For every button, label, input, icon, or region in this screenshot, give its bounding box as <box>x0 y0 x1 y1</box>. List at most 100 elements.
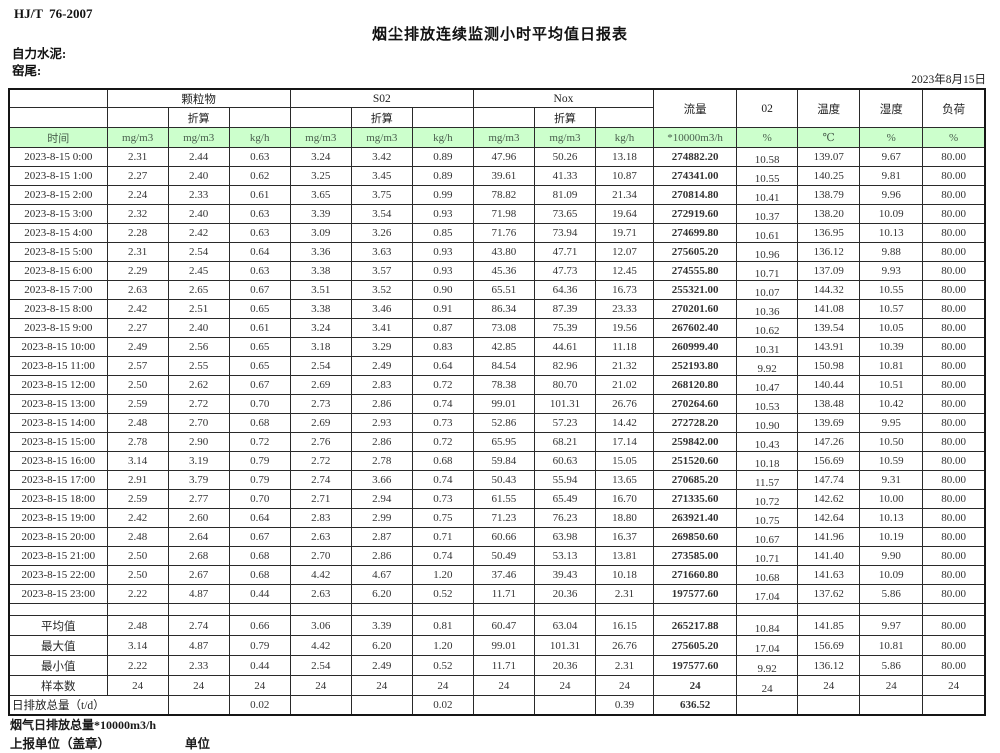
table-row: 2023-8-15 17:00 2.91 3.79 0.79 2.74 3.66 0.74 5… <box>8 470 986 490</box>
cell: 2.48 <box>106 527 169 547</box>
cell: 3.09 <box>289 223 352 243</box>
cell: 73.94 <box>533 223 596 243</box>
cell: 2.70 <box>289 546 352 566</box>
cell: 10.57 <box>859 299 924 319</box>
cell: 2.32 <box>106 204 169 224</box>
cell: 73.08 <box>472 318 535 338</box>
cell <box>922 695 986 716</box>
cell: 143.91 <box>797 337 861 357</box>
cell: 0.68 <box>228 546 291 566</box>
cell: 10.81 <box>859 635 924 656</box>
header-load: 负荷 <box>922 88 986 128</box>
cell: 2.54 <box>289 655 352 676</box>
cell: 2.73 <box>289 394 352 414</box>
cell: 10.96 <box>736 242 799 262</box>
cell: 0.02 <box>411 695 474 716</box>
cell: 80.00 <box>922 489 986 509</box>
cell: 2.40 <box>167 166 230 186</box>
unit-cell: mg/m3 <box>106 127 169 148</box>
cell: 2.63 <box>106 280 169 300</box>
cell: 4.87 <box>167 635 230 656</box>
cell: 24 <box>472 675 535 696</box>
table-body: 颗粒物 S02 Nox 流量 02 温度 湿度 负荷 折算 折算 折算 <box>8 88 986 716</box>
cell: 10.51 <box>859 375 924 395</box>
time-cell: 2023-8-15 7:00 <box>8 280 108 300</box>
cell: 0.99 <box>411 185 474 205</box>
cell: 0.67 <box>228 527 291 547</box>
cell: 2.76 <box>289 432 352 452</box>
cell: 2.44 <box>167 147 230 167</box>
cell: 21.34 <box>594 185 655 205</box>
cell: 10.41 <box>736 185 799 205</box>
cell: 9.81 <box>859 166 924 186</box>
cell: 80.00 <box>922 337 986 357</box>
time-cell: 2023-8-15 1:00 <box>8 166 108 186</box>
cell: 4.42 <box>289 635 352 656</box>
cell: 274882.20 <box>653 147 738 167</box>
blank-cell <box>8 107 108 128</box>
cell: 9.31 <box>859 470 924 490</box>
cell: 3.25 <box>289 166 352 186</box>
cell: 2.63 <box>289 584 352 604</box>
cell: 47.71 <box>533 242 596 262</box>
cell: 263921.40 <box>653 508 738 528</box>
table-row: 2023-8-15 21:00 2.50 2.68 0.68 2.70 2.86 0.74 5… <box>8 546 986 566</box>
table-row: 2023-8-15 23:00 2.22 4.87 0.44 2.63 6.20 0.52 1… <box>8 584 986 604</box>
cell: 80.00 <box>922 223 986 243</box>
time-cell: 2023-8-15 9:00 <box>8 318 108 338</box>
cell: 2.27 <box>106 318 169 338</box>
cell: 2.22 <box>106 655 169 676</box>
blank-cell <box>350 603 413 616</box>
cell: 81.09 <box>533 185 596 205</box>
cell: 10.62 <box>736 318 799 338</box>
cell: 6.20 <box>350 584 413 604</box>
cell: 64.36 <box>533 280 596 300</box>
cell: 37.46 <box>472 565 535 585</box>
cell: 2.72 <box>289 451 352 471</box>
standard-code: HJ/T 76-2007 <box>14 6 93 21</box>
converted-label: 折算 <box>167 107 230 128</box>
blank-cell <box>228 107 291 128</box>
cell: 3.24 <box>289 147 352 167</box>
cell: 39.61 <box>472 166 535 186</box>
cell: 156.69 <box>797 451 861 471</box>
cell: 80.00 <box>922 261 986 281</box>
cell: 259842.00 <box>653 432 738 452</box>
cell <box>350 695 413 716</box>
cell: 10.47 <box>736 375 799 395</box>
cell: 2.40 <box>167 204 230 224</box>
empty-row <box>8 603 986 616</box>
cell: 86.34 <box>472 299 535 319</box>
cell: 4.42 <box>289 565 352 585</box>
unit-cell: mg/m3 <box>289 127 352 148</box>
cell: 2.27 <box>106 166 169 186</box>
cell: 10.53 <box>736 394 799 414</box>
cell: 0.93 <box>411 204 474 224</box>
unit-cell: *10000m3/h <box>653 127 738 148</box>
unit-row: 时间 mg/m3 mg/m3 kg/h mg/m3 mg/m3 kg/h mg/m3 mg/m3… <box>8 127 986 148</box>
cell: 80.00 <box>922 147 986 167</box>
cell: 4.87 <box>167 584 230 604</box>
table-row: 2023-8-15 20:00 2.48 2.64 0.67 2.63 2.87 0.71 6… <box>8 527 986 547</box>
time-cell: 2023-8-15 0:00 <box>8 147 108 167</box>
header-humidity: 湿度 <box>859 88 924 128</box>
time-cell: 2023-8-15 22:00 <box>8 565 108 585</box>
time-cell: 2023-8-15 14:00 <box>8 413 108 433</box>
cell: 2.65 <box>167 280 230 300</box>
cell: 80.00 <box>922 565 986 585</box>
cell: 9.88 <box>859 242 924 262</box>
cell: 0.68 <box>228 565 291 585</box>
unit-cell: mg/m3 <box>350 127 413 148</box>
cell: 10.18 <box>594 565 655 585</box>
cell: 80.00 <box>922 280 986 300</box>
cell: 80.00 <box>922 655 986 676</box>
cell: 0.52 <box>411 584 474 604</box>
cell: 3.63 <box>350 242 413 262</box>
cell: 0.67 <box>228 375 291 395</box>
cell: 3.42 <box>350 147 413 167</box>
cell: 2.28 <box>106 223 169 243</box>
cell: 80.00 <box>922 470 986 490</box>
cell: 2.69 <box>289 413 352 433</box>
cell: 10.37 <box>736 204 799 224</box>
table-row: 2023-8-15 22:00 2.50 2.67 0.68 4.42 4.67 1.20 3… <box>8 565 986 585</box>
